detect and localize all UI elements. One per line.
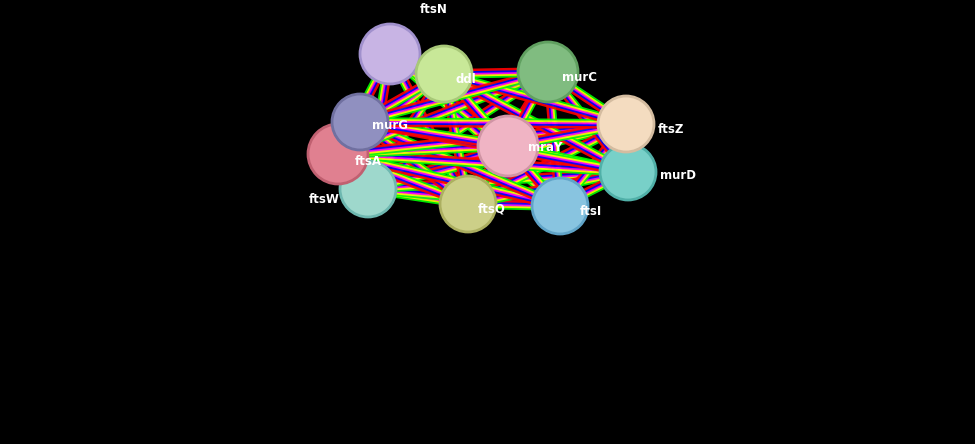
Circle shape [598,96,654,152]
Circle shape [440,176,496,232]
Circle shape [518,42,578,102]
Text: ftsQ: ftsQ [478,203,506,216]
Text: murC: murC [562,71,597,84]
Text: murD: murD [660,169,696,182]
Circle shape [478,116,538,176]
Text: murG: murG [372,119,408,132]
Circle shape [360,24,420,84]
Circle shape [532,178,588,234]
Circle shape [308,124,368,184]
Text: ftsW: ftsW [309,193,340,206]
Text: ftsN: ftsN [420,3,448,16]
Circle shape [340,161,396,217]
Text: ftsI: ftsI [580,205,603,218]
Text: ftsZ: ftsZ [658,123,684,136]
Circle shape [600,144,656,200]
Text: mraY: mraY [528,141,563,154]
Circle shape [332,94,388,150]
Circle shape [416,46,472,102]
Text: ftsA: ftsA [355,155,382,168]
Text: ddl: ddl [455,73,476,86]
